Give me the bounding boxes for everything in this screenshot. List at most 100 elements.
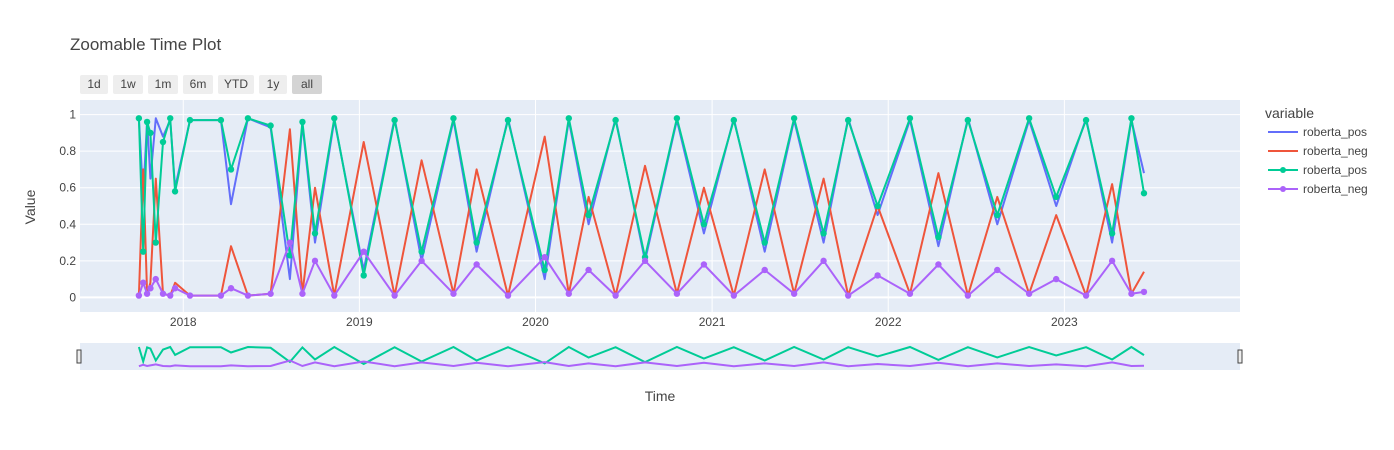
data-point <box>504 292 512 299</box>
range-button-bg <box>218 75 254 94</box>
data-point <box>171 285 179 292</box>
y-tick-label: 1 <box>69 108 76 122</box>
range-selector: 1d 1w 1m 6m YTD 1y all <box>80 75 322 94</box>
legend-item[interactable]: roberta_neg <box>1268 144 1368 158</box>
data-point <box>140 279 147 286</box>
range-button-ytd[interactable]: YTD <box>218 75 254 94</box>
y-tick-label: 0.8 <box>59 144 76 158</box>
series-line <box>137 117 1145 277</box>
range-slider-right-handle[interactable] <box>1237 349 1243 364</box>
x-axis-title: Time <box>645 388 676 404</box>
range-button-label: 1m <box>155 77 172 91</box>
data-point <box>360 248 367 255</box>
data-point <box>135 115 143 122</box>
data-point <box>761 239 768 246</box>
data-point <box>1082 116 1090 124</box>
data-point <box>585 266 592 274</box>
legend-item[interactable]: roberta_pos <box>1268 125 1367 139</box>
data-point <box>994 211 1001 219</box>
y-tick-label: 0.2 <box>59 254 76 268</box>
x-tick-label: 2020 <box>522 315 549 329</box>
range-slider-left-handle[interactable] <box>76 349 82 364</box>
data-point <box>473 261 480 268</box>
range-button-label: all <box>301 77 313 91</box>
y-tick-label: 0.6 <box>59 181 76 195</box>
data-point <box>186 292 194 299</box>
range-button-bg <box>113 75 143 94</box>
data-point <box>1082 292 1090 299</box>
data-point <box>331 292 338 299</box>
legend-marker <box>1280 186 1286 192</box>
data-point <box>244 115 252 122</box>
slider-series-line <box>138 359 1145 368</box>
range-button-1m[interactable]: 1m <box>148 75 178 94</box>
range-button-bg <box>259 75 287 94</box>
legend-title: variable <box>1265 105 1314 121</box>
range-button-bg <box>80 75 108 94</box>
data-point <box>135 292 143 299</box>
range-button-label: 6m <box>190 77 207 91</box>
data-point <box>730 292 738 299</box>
data-point <box>311 257 319 265</box>
y-tick-label: 0 <box>69 290 76 304</box>
legend-marker <box>1280 167 1286 173</box>
data-point <box>1128 290 1135 297</box>
x-tick-label: 2018 <box>170 315 197 329</box>
data-point <box>1052 275 1060 283</box>
data-point <box>1052 193 1060 201</box>
range-button-all[interactable]: all <box>292 75 322 94</box>
range-button-6m[interactable]: 6m <box>183 75 213 94</box>
data-point <box>565 115 573 122</box>
legend-label: roberta_pos <box>1303 125 1367 139</box>
data-point <box>1108 257 1116 265</box>
range-button-label: 1w <box>120 77 136 91</box>
legend-item[interactable]: roberta_pos <box>1268 163 1367 177</box>
data-point <box>935 233 942 241</box>
data-point <box>820 257 827 265</box>
plot-background <box>80 100 1240 312</box>
range-button-bg <box>148 75 178 94</box>
data-point <box>1025 290 1033 297</box>
data-point <box>227 285 235 292</box>
range-button-1w[interactable]: 1w <box>113 75 143 94</box>
data-point <box>186 116 194 124</box>
data-point <box>874 202 881 210</box>
range-button-bg <box>292 75 322 94</box>
series-roberta_pos-2 <box>135 115 1148 279</box>
data-point <box>152 275 159 283</box>
data-point <box>450 290 457 297</box>
data-point <box>171 188 179 195</box>
data-point <box>217 116 225 124</box>
range-button-1d[interactable]: 1d <box>80 75 108 94</box>
slider-series-line <box>137 345 1145 366</box>
data-point <box>1108 230 1116 237</box>
range-slider[interactable] <box>76 343 1243 370</box>
data-point <box>450 115 457 122</box>
data-point <box>790 115 798 122</box>
data-point <box>418 257 425 265</box>
data-point <box>143 118 151 126</box>
series-roberta_neg-1 <box>137 128 1145 297</box>
y-tick-label: 0.4 <box>59 217 76 231</box>
range-button-bg <box>183 75 213 94</box>
range-button-label: 1y <box>267 77 280 91</box>
legend-label: roberta_neg <box>1303 144 1368 158</box>
data-point <box>541 266 548 274</box>
data-point <box>159 290 167 297</box>
data-point <box>267 122 274 129</box>
data-point <box>152 239 159 246</box>
data-point <box>217 292 225 299</box>
x-tick-label: 2021 <box>699 315 726 329</box>
range-button-1y[interactable]: 1y <box>259 75 287 94</box>
range-slider-traces <box>137 345 1145 368</box>
data-point <box>820 230 827 237</box>
data-point <box>641 257 649 265</box>
legend-item[interactable]: roberta_neg <box>1268 182 1368 196</box>
data-point <box>159 138 167 146</box>
data-point <box>244 292 252 299</box>
data-point <box>700 221 708 228</box>
data-point <box>167 292 174 299</box>
data-point <box>391 116 398 124</box>
data-point <box>906 115 914 122</box>
